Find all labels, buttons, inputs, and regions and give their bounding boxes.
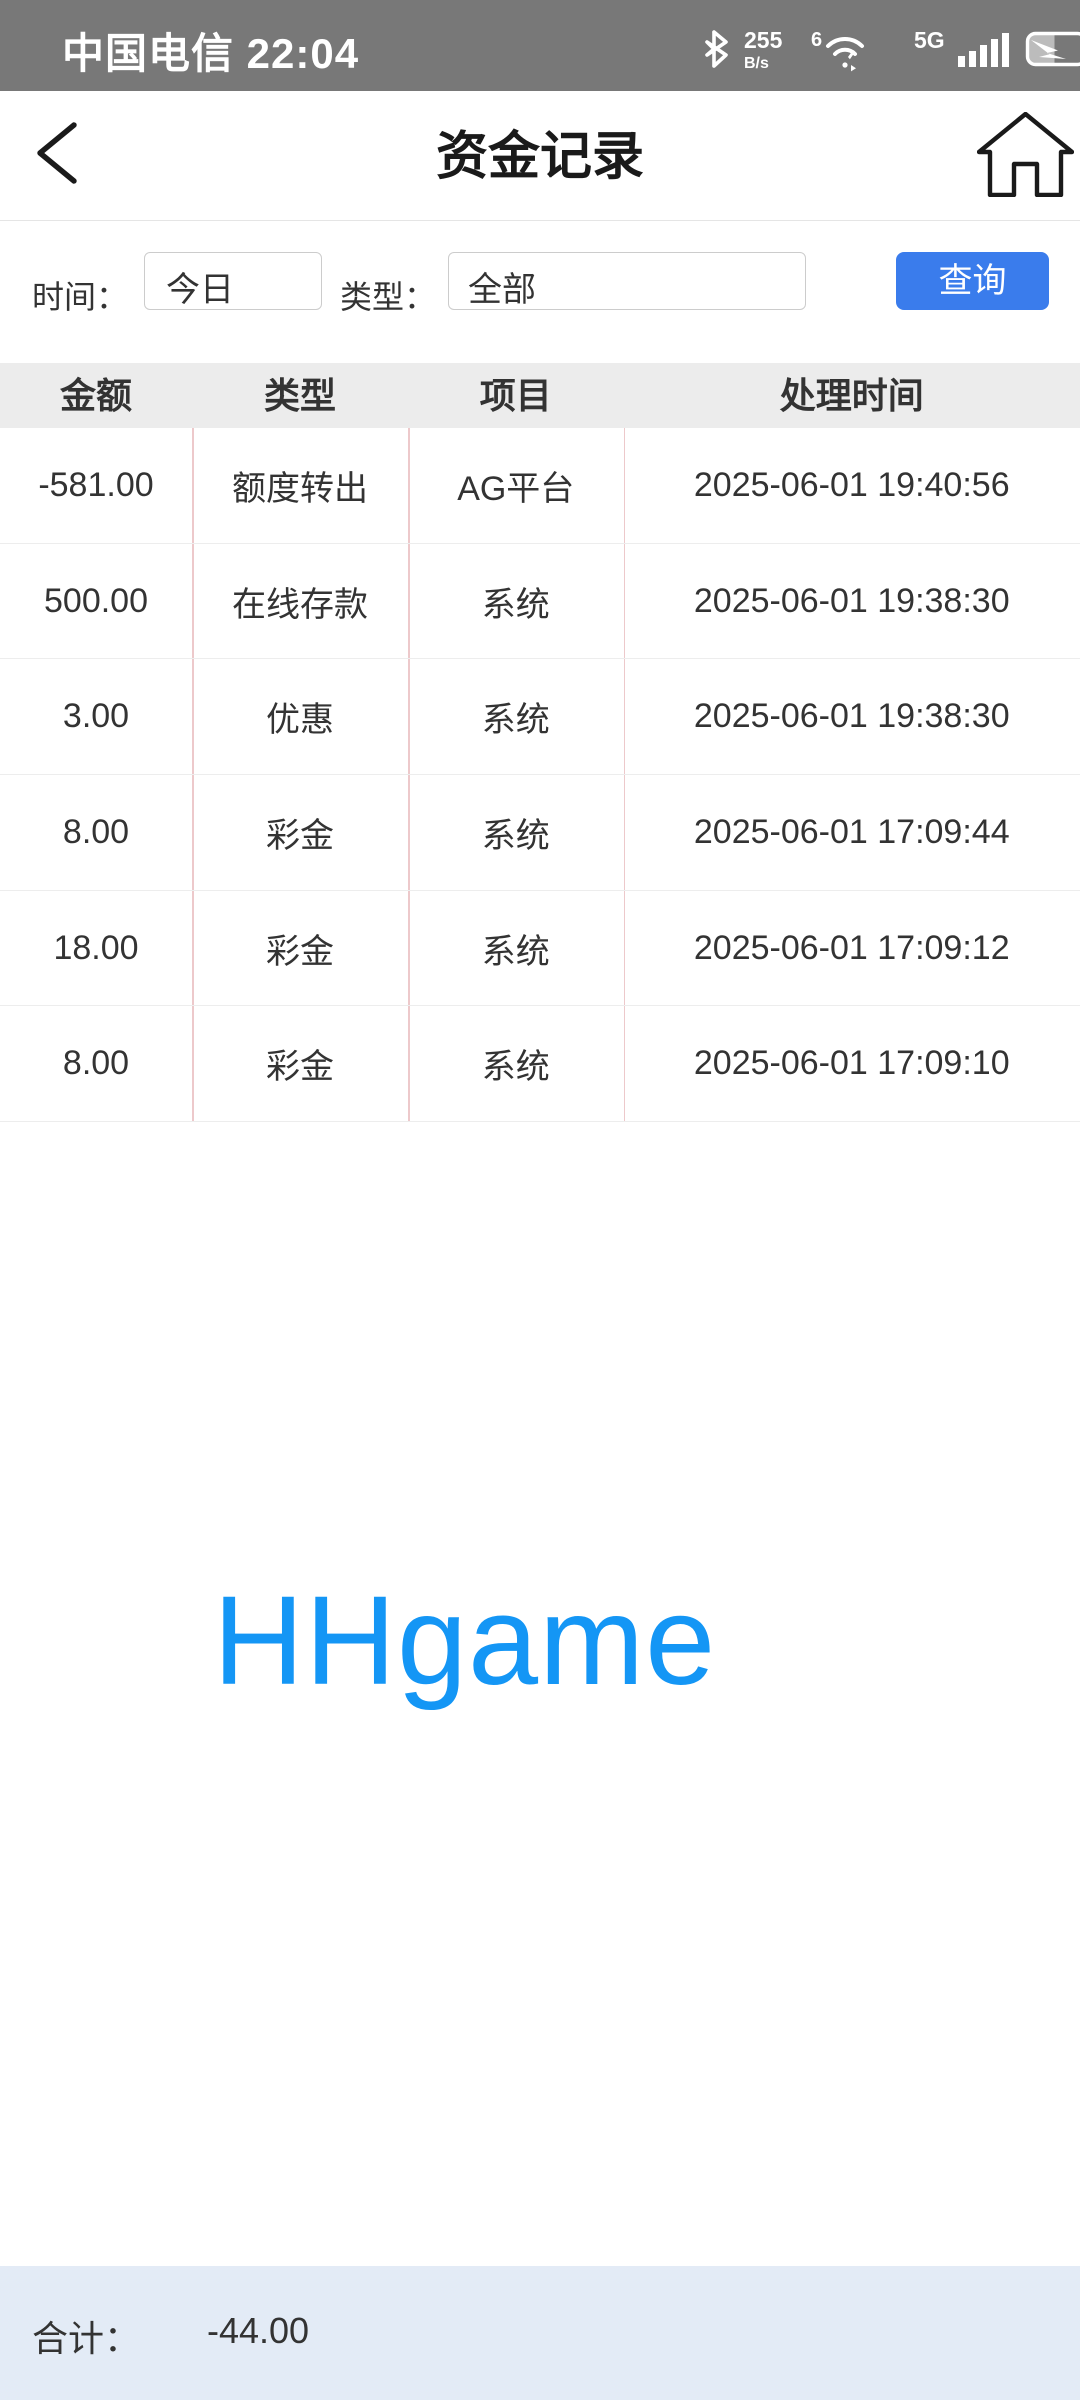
svg-text:B/s: B/s	[744, 55, 769, 72]
svg-text:255: 255	[744, 27, 783, 53]
svg-text:5G: 5G	[914, 27, 945, 53]
svg-text:6: 6	[811, 29, 822, 51]
